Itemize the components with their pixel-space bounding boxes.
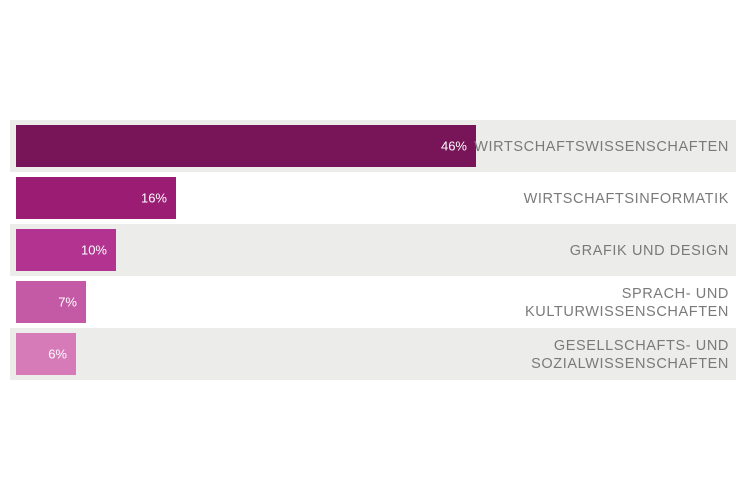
value-labels: 46% 16% 10% 7% 6% [48,139,467,362]
bar-value-label: 16% [141,191,167,206]
category-label: KULTURWISSENSCHAFTEN [525,304,729,320]
bar-value-label: 7% [58,295,77,310]
row-stripe [10,328,736,380]
category-label: SPRACH- UND [622,286,729,302]
category-label: GESELLSCHAFTS- UND [554,338,729,354]
category-labels: WIRTSCHAFTSWISSENSCHAFTEN WIRTSCHAFTSINFO… [474,139,729,372]
category-label: WIRTSCHAFTSINFORMATIK [524,191,729,207]
bar-value-label: 6% [48,347,67,362]
bar [16,333,76,375]
bar [16,177,176,219]
category-label: SOZIALWISSENSCHAFTEN [531,356,729,372]
bar [16,125,476,167]
bar [16,229,116,271]
row-stripe [10,224,736,276]
category-label: WIRTSCHAFTSWISSENSCHAFTEN [474,139,729,155]
bar-value-label: 10% [81,243,107,258]
category-label: GRAFIK UND DESIGN [570,243,729,259]
bar [16,281,86,323]
bar-value-label: 46% [441,139,467,154]
bars [16,125,476,375]
